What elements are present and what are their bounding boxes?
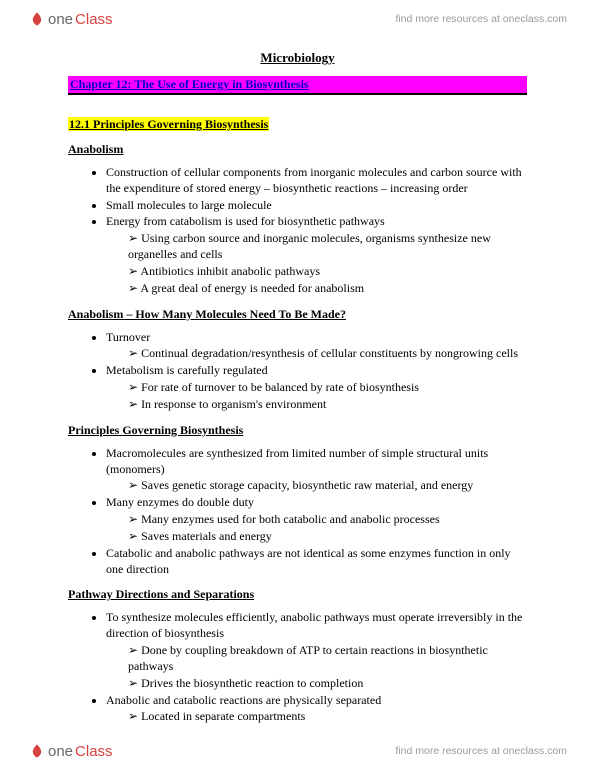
brand-text-left: one [48,743,73,760]
list-item: Energy from catabolism is used for biosy… [106,214,527,296]
list-item-text: Energy from catabolism is used for biosy… [106,214,385,228]
brand-text-right: Class [75,743,113,760]
sublist: Using carbon source and inorganic molecu… [106,231,527,296]
list-item: Construction of cellular components from… [106,165,527,197]
footer-tagline: find more resources at oneclass.com [395,745,567,757]
section-number-row: 12.1 Principles Governing Biosynthesis [68,117,527,132]
sublist: Done by coupling breakdown of ATP to cer… [106,643,527,691]
list-item: Metabolism is carefully regulated For ra… [106,363,527,412]
sublist-item: Continual degradation/resynthesis of cel… [128,346,527,362]
list-item: Turnover Continual degradation/resynthes… [106,330,527,363]
sublist-item: Using carbon source and inorganic molecu… [128,231,527,263]
sublist-item: For rate of turnover to be balanced by r… [128,380,527,396]
subheading-anabolism: Anabolism [68,142,527,157]
sublist: Continual degradation/resynthesis of cel… [106,346,527,362]
sublist-item: Saves genetic storage capacity, biosynth… [128,478,527,494]
sublist-item: Saves materials and energy [128,529,527,545]
list-item: Catabolic and anabolic pathways are not … [106,546,527,578]
document-body: Microbiology Chapter 12: The Use of Ener… [0,0,595,783]
list-item: Many enzymes do double duty Many enzymes… [106,495,527,544]
page-footer: oneClass find more resources at oneclass… [0,732,595,770]
chapter-heading: Chapter 12: The Use of Energy in Biosynt… [68,76,527,94]
tagline-prefix: find more resources at [395,13,502,25]
list-item-text: Metabolism is carefully regulated [106,363,268,377]
brand-text-right: Class [75,11,113,28]
list-pathway: To synthesize molecules efficiently, ana… [68,610,527,725]
sublist-item: A great deal of energy is needed for ana… [128,281,527,297]
sublist-item: Located in separate compartments [128,709,527,725]
sublist-item: In response to organism's environment [128,397,527,413]
tagline-prefix: find more resources at [395,745,502,757]
brand-logo: oneClass [28,10,113,28]
subheading-principles: Principles Governing Biosynthesis [68,423,527,438]
sublist-item: Antibiotics inhibit anabolic pathways [128,264,527,280]
sublist-item: Many enzymes used for both catabolic and… [128,512,527,528]
list-item-text: Turnover [106,330,150,344]
list-howmany: Turnover Continual degradation/resynthes… [68,330,527,413]
header-link[interactable]: oneclass.com [503,13,567,25]
sublist-item: Drives the biosynthetic reaction to comp… [128,676,527,692]
brand-text-left: one [48,11,73,28]
sublist-item: Done by coupling breakdown of ATP to cer… [128,643,527,675]
subheading-pathway: Pathway Directions and Separations [68,587,527,602]
leaf-icon [28,10,46,28]
list-item: To synthesize molecules efficiently, ana… [106,610,527,691]
sublist: Many enzymes used for both catabolic and… [106,512,527,545]
list-item: Macromolecules are synthesized from limi… [106,446,527,494]
list-principles: Macromolecules are synthesized from limi… [68,446,527,578]
list-item-text: To synthesize molecules efficiently, ana… [106,610,522,640]
list-item-text: Many enzymes do double duty [106,495,254,509]
sublist: Located in separate compartments [106,709,527,725]
footer-link[interactable]: oneclass.com [503,745,567,757]
leaf-icon [28,742,46,760]
list-item: Anabolic and catabolic reactions are phy… [106,693,527,726]
header-tagline: find more resources at oneclass.com [395,13,567,25]
list-item: Small molecules to large molecule [106,198,527,214]
section-number: 12.1 Principles Governing Biosynthesis [68,117,269,131]
brand-logo-footer: oneClass [28,742,113,760]
list-item-text: Macromolecules are synthesized from limi… [106,446,488,476]
sublist: Saves genetic storage capacity, biosynth… [106,478,527,494]
page-header: oneClass find more resources at oneclass… [0,0,595,38]
sublist: For rate of turnover to be balanced by r… [106,380,527,413]
list-anabolism: Construction of cellular components from… [68,165,527,297]
chapter-rule [68,94,527,95]
document-title: Microbiology [68,50,527,66]
subheading-howmany: Anabolism – How Many Molecules Need To B… [68,307,527,322]
list-item-text: Anabolic and catabolic reactions are phy… [106,693,381,707]
